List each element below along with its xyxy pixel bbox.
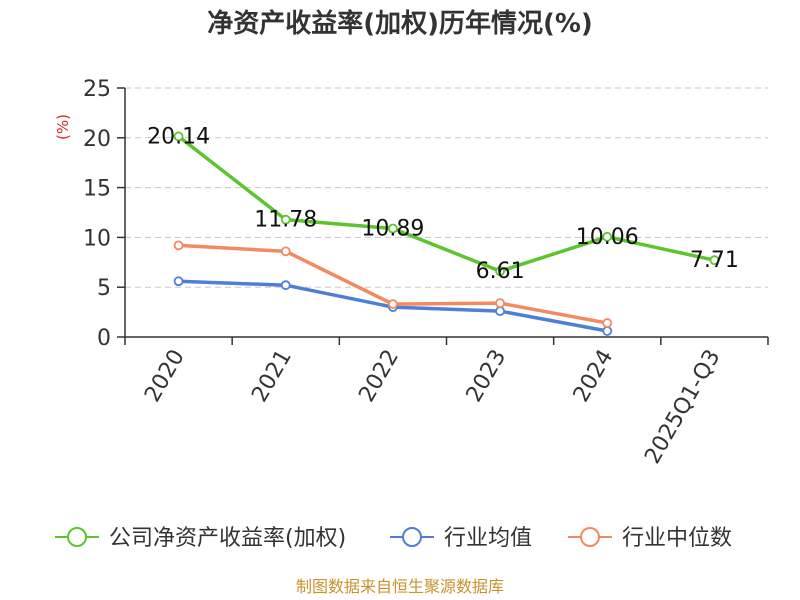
series-2-point-0 [173, 240, 184, 251]
legend: 公司净资产收益率(加权) 行业均值 行业中位数 [55, 526, 732, 551]
series-1-point-3 [495, 306, 505, 317]
series-0-point-5 [709, 255, 720, 266]
series-line-0 [177, 135, 715, 273]
legend-label-1: 行业均值 [444, 526, 532, 551]
series-0-point-2 [388, 223, 398, 234]
data-label-3: 6.61 [476, 259, 525, 284]
data-label-0: 20.14 [147, 124, 210, 149]
series-1-point-1 [280, 280, 291, 291]
x-tick-label-2: 2022 [354, 346, 404, 407]
x-tick-label-5: 2025Q1-Q3 [640, 346, 725, 469]
data-labels: 20.14 11.78 10.89 6.61 10.06 7.71 [147, 124, 739, 284]
series-2-point-1 [280, 246, 291, 257]
legend-marker-1 [402, 527, 422, 547]
series-group [173, 131, 720, 336]
x-tick-label-4: 2024 [569, 346, 619, 407]
y-tick-label-10: 10 [83, 226, 111, 251]
series-1-point-0 [173, 276, 184, 287]
grid [125, 87, 768, 288]
legend-marker-0 [67, 527, 87, 547]
series-2-point-3 [495, 298, 505, 309]
y-tick-label-25: 25 [83, 77, 111, 102]
y-tick-label-5: 5 [97, 276, 111, 301]
series-1-point-4 [602, 326, 613, 336]
y-tick-label-15: 15 [83, 177, 111, 202]
series-0-point-4 [602, 231, 613, 242]
chart-title: 净资产收益率(加权)历年情况(%) [207, 8, 593, 39]
series-0-point-1 [280, 214, 291, 225]
source-note: 制图数据来自恒生聚源数据库 [296, 577, 504, 596]
y-axis-label: (%) [54, 114, 72, 140]
legend-label-2: 行业中位数 [622, 526, 732, 551]
series-2-point-2 [388, 299, 398, 310]
data-label-5: 7.71 [690, 248, 739, 273]
series-0-point-3 [495, 266, 505, 277]
y-tick-label-0: 0 [97, 326, 111, 351]
legend-marker-2 [580, 527, 600, 547]
x-tick-label-1: 2021 [247, 346, 297, 407]
y-tick-label-20: 20 [83, 127, 111, 152]
legend-label-0: 公司净资产收益率(加权) [109, 526, 346, 551]
x-tick-label-0: 2020 [140, 346, 190, 407]
data-label-4: 10.06 [576, 225, 639, 250]
data-label-1: 11.78 [254, 208, 317, 233]
series-2-point-4 [602, 318, 613, 328]
data-label-2: 10.89 [361, 217, 424, 242]
x-tick-label-3: 2023 [462, 346, 512, 407]
series-0-point-0 [173, 131, 184, 142]
